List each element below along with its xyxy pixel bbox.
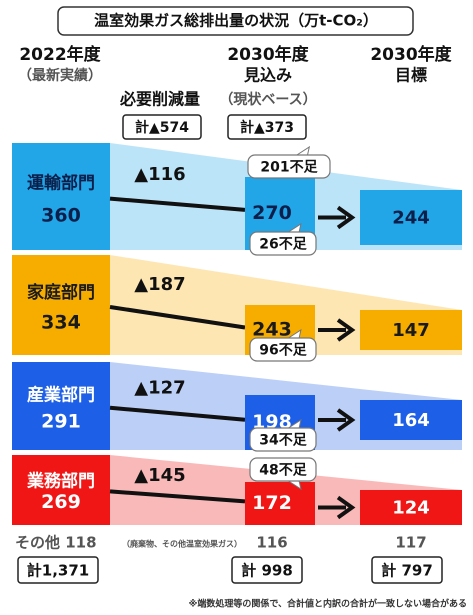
total-projection-reduction: 計▲373 [240,119,294,136]
total-projection-reduction-box [227,114,307,140]
arrow-head [336,408,356,432]
arrow-head [336,205,356,230]
arrow-head [336,495,356,520]
callout [249,457,317,482]
reduction-line [109,489,246,504]
sector-name: 産業部門 [27,384,95,405]
shortfall-label: 26不足 [259,237,307,253]
reduction-line [109,196,246,212]
projection: 243 [252,319,292,341]
sector-actual: 360 [41,204,81,226]
callout [249,231,317,256]
callout [249,337,317,362]
sector-actual: 291 [41,410,81,432]
projection-box [245,482,315,525]
header-year: 2030年度 [227,44,309,65]
target-box [360,310,462,350]
callout [249,427,317,452]
other-projection: 116 [256,534,287,552]
shortfall-label: 96不足 [259,343,307,359]
sector-name: 業務部門 [27,471,95,492]
reduction: ▲187 [134,274,185,295]
total-reduction-box [122,114,202,140]
other-target: 117 [395,534,426,552]
target: 147 [392,320,430,341]
header-note: （現状ベース） [219,91,316,108]
reduction: ▲116 [134,164,185,185]
sector-name: 運輸部門 [27,173,95,194]
reduction: ▲145 [134,465,185,486]
actual-box [12,255,110,355]
header-label: 目標 [395,66,427,85]
sector-name: 家庭部門 [27,282,95,303]
actual-box [12,143,110,250]
grand-total: 計1,371 [27,562,89,580]
target: 124 [392,498,430,519]
target-box [360,400,462,440]
header-note: （最新実績） [18,67,102,84]
sector-actual: 334 [41,312,81,334]
arrow-head [336,318,356,342]
title-box [57,6,414,36]
grand-total: 計 998 [241,562,293,580]
projection: 270 [252,202,292,224]
reduction-line [109,405,246,422]
target-box [360,490,462,525]
header-year: 2022年度 [19,44,101,65]
header-label: 必要削減量 [119,90,200,109]
other-note: （廃棄物、その他温室効果ガス） [122,539,242,549]
header-year: 2030年度 [370,44,452,65]
footnote: ※端数処理等の関係で、合計値と内訳の合計が一致しない場合がある [189,598,467,610]
total-reduction: 計▲574 [135,119,189,136]
title: 温室効果ガス総排出量の状況（万t-CO₂） [94,12,378,30]
callout [247,154,331,179]
grand-total-box [231,556,303,584]
grand-total-box [371,556,443,584]
target: 164 [392,410,430,431]
sector-actual: 269 [41,491,81,513]
target: 244 [392,208,430,229]
actual-box [12,362,110,450]
projection: 172 [252,492,292,514]
shortfall-label: 34不足 [259,433,307,449]
target-box [360,190,462,245]
shortfall-label: 201不足 [260,160,318,176]
actual-box [12,455,110,525]
header-label: 見込み [243,66,292,85]
reduction-line [109,305,246,330]
shortfall-label: 48不足 [259,463,307,479]
reduction: ▲127 [134,377,185,398]
grand-total: 計 797 [381,562,433,580]
grand-total-box [17,556,99,584]
other-label: その他 118 [15,534,97,552]
